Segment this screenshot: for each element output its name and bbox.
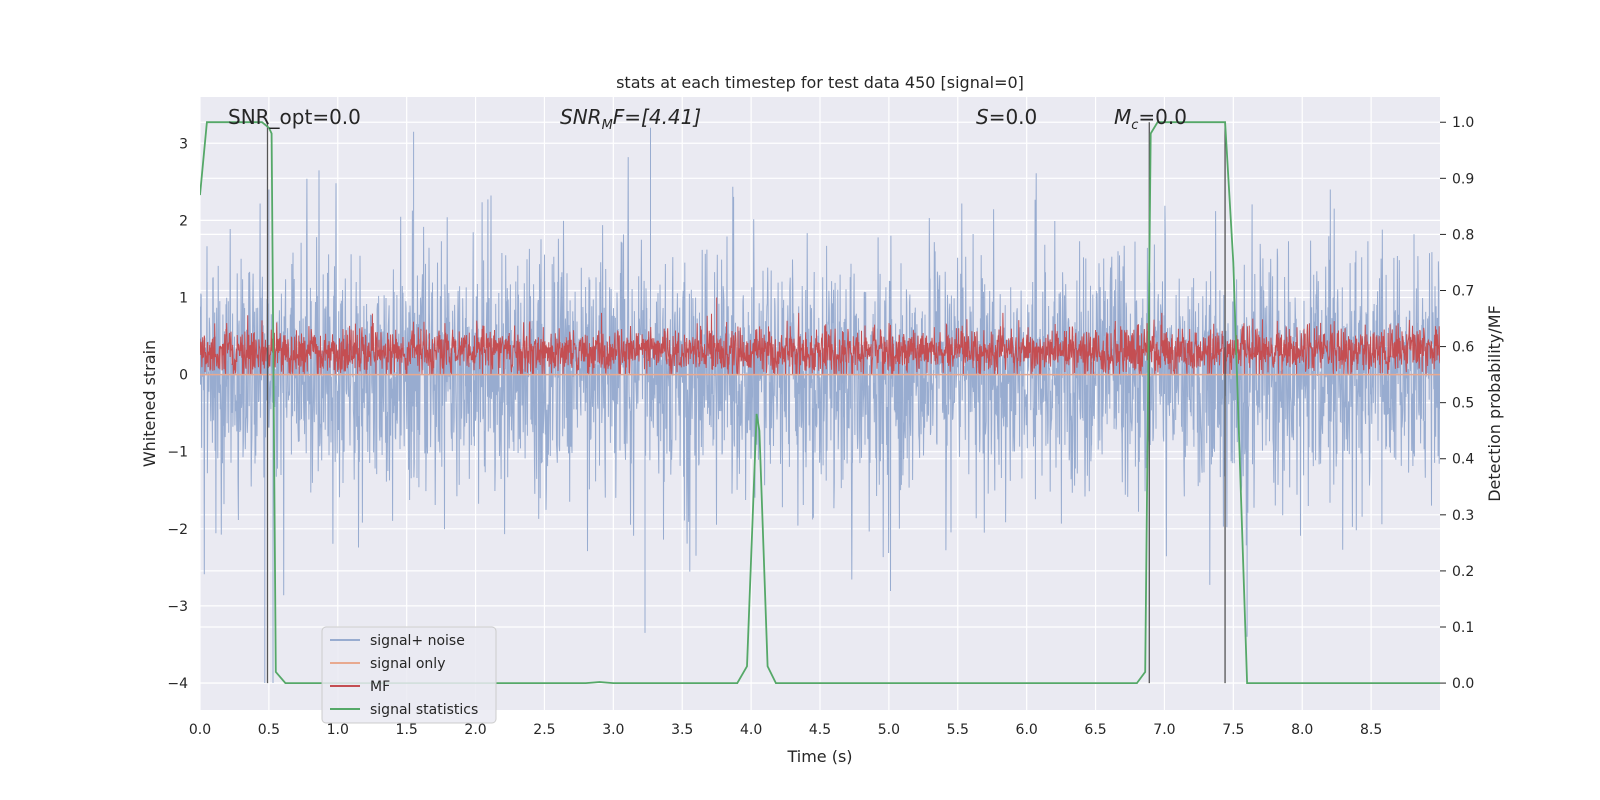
y-tick-label: −1: [167, 445, 188, 461]
legend-box: [321, 626, 497, 724]
x-tick-label: 0.5: [258, 722, 280, 738]
x-tick-label: 6.5: [1084, 722, 1106, 738]
y2-tick-label: 0.8: [1452, 227, 1474, 243]
y2-axis-ticks: 1.0 0.9 0.8 0.7 0.6 0.5 0.4 0.3 0.2 0.1 0.0: [1440, 115, 1474, 692]
y-axis-label: Whitened strain: [140, 340, 159, 467]
annotation-s-symbol: S: [976, 105, 989, 129]
y2-tick-label: 0.3: [1452, 508, 1474, 524]
annotation-mc: Mc=0.0: [1114, 105, 1187, 133]
series-mf-line: [200, 297, 1440, 376]
y2-tick-label: 0.7: [1452, 283, 1474, 299]
y2-tick-label: 0.9: [1452, 171, 1474, 187]
x-tick-label: 6.0: [1016, 722, 1038, 738]
y-tick-label: 1: [179, 290, 188, 306]
annotation-snr-mf-symbol: SNR: [560, 105, 602, 129]
y2-tick-label: 0.4: [1452, 452, 1474, 468]
x-tick-label: 3.0: [602, 722, 624, 738]
x-tick-label: 2.5: [533, 722, 555, 738]
y-tick-label: 2: [179, 213, 188, 229]
y-tick-label: 0: [179, 368, 188, 384]
x-axis-label: Time (s): [786, 747, 852, 766]
x-tick-label: 1.0: [327, 722, 349, 738]
x-tick-label: 5.0: [878, 722, 900, 738]
x-axis-ticks: 0.0 0.5 1.0 1.5 2.0 2.5 3.0 3.5 4.0 4.5 5.0 5.5 6.0 6…: [189, 722, 1382, 738]
x-tick-label: 4.5: [809, 722, 831, 738]
series-signal-noise-line: [200, 127, 1440, 683]
legend: signal+ noise signal only MF signal stat…: [321, 626, 497, 724]
x-tick-label: 2.0: [464, 722, 486, 738]
series-signal-statistics-line: [200, 121, 1440, 684]
annotation-mc-subscript: c: [1131, 118, 1138, 133]
legend-label-mf: MF: [370, 679, 390, 695]
y2-tick-label: 0.0: [1452, 676, 1474, 692]
x-tick-label: 7.5: [1222, 722, 1244, 738]
legend-label-signal-only: signal only: [370, 656, 445, 672]
annotation-snr-mf: SNRMF=[4.41]: [560, 105, 701, 133]
annotation-mc-value: =0.0: [1138, 105, 1187, 129]
y2-tick-label: 0.6: [1452, 340, 1474, 356]
x-tick-label: 8.5: [1360, 722, 1382, 738]
y-tick-label: −2: [167, 522, 188, 538]
y2-axis-label: Detection probability/MF: [1485, 305, 1504, 502]
x-tick-label: 7.0: [1153, 722, 1175, 738]
y2-tick-label: 1.0: [1452, 115, 1474, 131]
legend-label-signal-noise: signal+ noise: [370, 633, 465, 649]
x-tick-label: 0.0: [189, 722, 211, 738]
annotation-s: S=0.0: [976, 105, 1037, 129]
annotation-s-value: =0.0: [989, 105, 1038, 129]
annotation-mc-symbol: M: [1114, 105, 1131, 129]
y-tick-label: −3: [167, 599, 188, 615]
annotation-snr-opt: SNR_opt=0.0: [228, 105, 361, 129]
x-tick-label: 4.0: [740, 722, 762, 738]
legend-label-signal-statistics: signal statistics: [370, 702, 478, 718]
annotation-snr-mf-subscript: M: [602, 118, 613, 133]
y-tick-label: 3: [179, 136, 188, 152]
y2-tick-label: 0.2: [1452, 564, 1474, 580]
y2-tick-label: 0.5: [1452, 396, 1474, 412]
x-tick-label: 1.5: [396, 722, 418, 738]
x-tick-label: 5.5: [947, 722, 969, 738]
x-tick-label: 8.0: [1291, 722, 1313, 738]
y-axis-ticks: 3 2 1 0 −1 −2 −3 −4: [167, 136, 188, 692]
y-tick-label: −4: [167, 676, 188, 692]
x-tick-label: 3.5: [671, 722, 693, 738]
chart-title: stats at each timestep for test data 450…: [616, 73, 1024, 92]
y2-tick-label: 0.1: [1452, 620, 1474, 636]
annotation-snr-mf-value: F=[4.41]: [613, 105, 701, 129]
